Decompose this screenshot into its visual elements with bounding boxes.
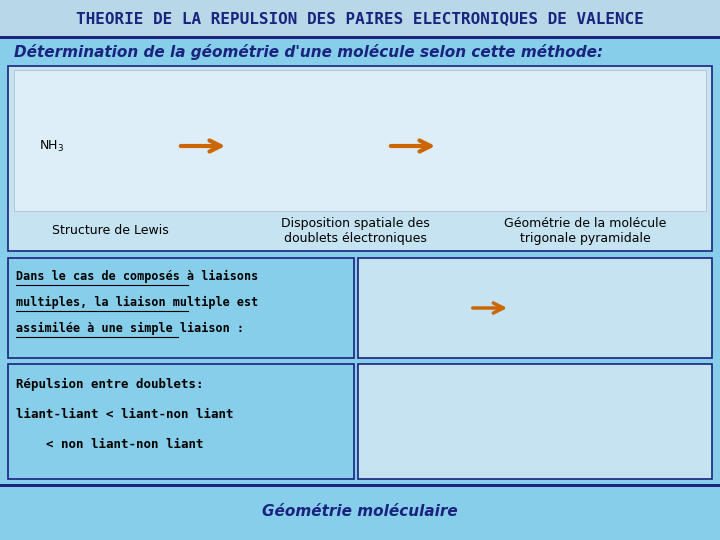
Bar — [358, 258, 712, 358]
Text: Géométrie moléculaire: Géométrie moléculaire — [262, 504, 458, 519]
Text: multiples, la liaison multiple est: multiples, la liaison multiple est — [16, 295, 258, 308]
Bar — [358, 364, 712, 479]
Text: assimilée à une simple liaison :: assimilée à une simple liaison : — [16, 321, 244, 335]
Text: THEORIE DE LA REPULSION DES PAIRES ELECTRONIQUES DE VALENCE: THEORIE DE LA REPULSION DES PAIRES ELECT… — [76, 11, 644, 26]
Text: NH$_3$: NH$_3$ — [40, 138, 65, 153]
Bar — [14, 70, 706, 211]
Text: < non liant-non liant: < non liant-non liant — [16, 437, 204, 450]
Bar — [0, 484, 720, 487]
Text: liant-liant < liant-non liant: liant-liant < liant-non liant — [16, 408, 233, 421]
Bar — [8, 364, 354, 479]
Text: Dans le cas de composés à liaisons: Dans le cas de composés à liaisons — [16, 269, 258, 282]
Text: Répulsion entre doublets:: Répulsion entre doublets: — [16, 377, 204, 390]
Text: Structure de Lewis: Structure de Lewis — [52, 225, 168, 238]
Bar — [8, 258, 354, 358]
Bar — [8, 66, 712, 251]
Text: Disposition spatiale des
doublets électroniques: Disposition spatiale des doublets électr… — [281, 217, 429, 245]
Text: Détermination de la géométrie d'une molécule selon cette méthode:: Détermination de la géométrie d'une molé… — [14, 44, 603, 60]
Bar — [0, 36, 720, 39]
Bar — [0, 0, 720, 38]
Text: Géométrie de la molécule
trigonale pyramidale: Géométrie de la molécule trigonale pyram… — [504, 217, 666, 245]
